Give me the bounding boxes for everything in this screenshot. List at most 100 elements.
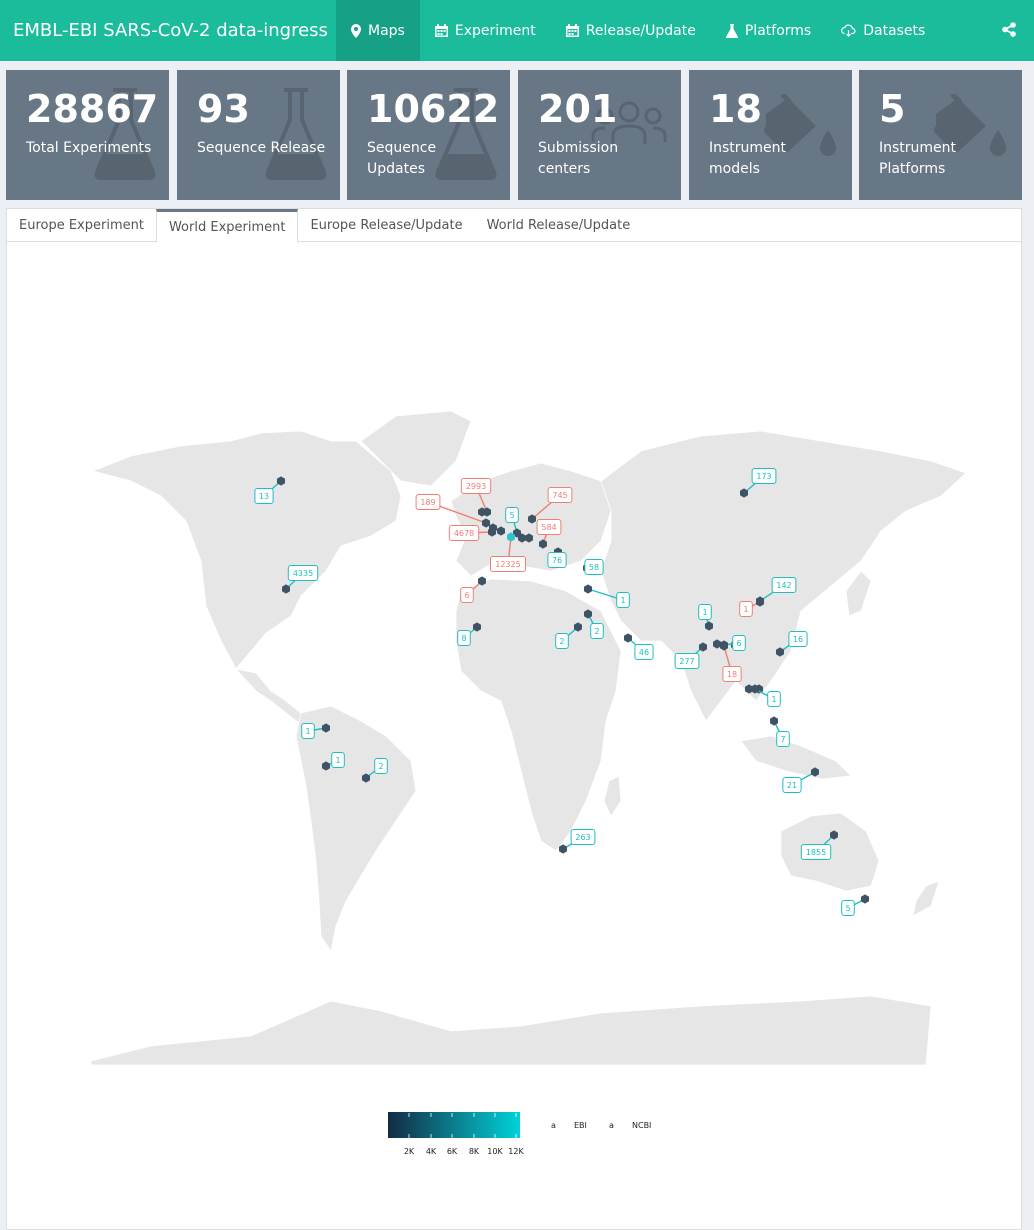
map-value-label-box (301, 723, 315, 739)
map-point-hexagon[interactable] (861, 894, 869, 904)
map-value-label: 6 (736, 639, 741, 648)
legend-ncbi-label: NCBI (632, 1121, 651, 1130)
value-box-label: Submission centers (538, 140, 619, 177)
map-value-label: 173 (756, 472, 771, 481)
tab-bar: Europe Experiment World Experiment Europ… (7, 209, 1021, 243)
map-value-label: 12325 (495, 560, 520, 569)
map-point-hexagon[interactable] (277, 476, 285, 486)
nav-datasets[interactable]: Datasets (826, 0, 940, 61)
value-box-label: Instrument Platforms (879, 140, 957, 177)
value-box-sequence-release: 93 Sequence Release (177, 70, 340, 200)
map-point-hexagon[interactable] (811, 767, 819, 777)
map-point-hexagon[interactable] (525, 533, 533, 543)
map-point-hexagon[interactable] (574, 622, 582, 632)
map-value-label-box (374, 758, 388, 774)
nav-experiment-label: Experiment (454, 22, 536, 39)
map-point-hexagon[interactable] (770, 716, 778, 726)
map-value-label-box (331, 752, 345, 768)
map-point-hexagon[interactable] (483, 507, 491, 517)
nav-release-update-label: Release/Update (585, 22, 696, 39)
legend-tick-label: 2K (404, 1147, 415, 1156)
map-point-hexagon[interactable] (705, 621, 713, 631)
map-point-hexagon[interactable] (740, 488, 748, 498)
map-point-hexagon[interactable] (776, 647, 784, 657)
map-point-hexagon[interactable] (478, 576, 486, 586)
map-point-hexagon[interactable] (282, 584, 290, 594)
land-masses (90, 410, 967, 1066)
map-point-hexagon[interactable] (497, 526, 505, 536)
map-value-label-box (460, 478, 492, 494)
flask-icon (725, 23, 738, 38)
map-value-label-box (460, 587, 474, 603)
value-box-instrument-models: 18 Instrument models (689, 70, 852, 200)
map-value-label-box (732, 635, 746, 651)
nav-maps-label: Maps (368, 22, 405, 39)
value-box-submission-centers: 201 Submission centers (518, 70, 681, 200)
value-box-sequence-updates: 10622 Sequence Updates (347, 70, 510, 200)
nav-maps[interactable]: Maps (336, 0, 420, 61)
map-point-hexagon[interactable] (756, 597, 764, 607)
tab-world-experiment[interactable]: World Experiment (155, 209, 299, 243)
map-value-label-box (287, 565, 319, 581)
map-point-hexagon[interactable] (322, 761, 330, 771)
value-boxes: 28867 Total Experiments 93 Sequence Rele… (6, 70, 1022, 200)
map-value-label-box (547, 552, 567, 568)
nav-platforms[interactable]: Platforms (711, 0, 826, 61)
flask-icon (94, 88, 156, 180)
map-value-label: 4335 (293, 569, 313, 578)
value-box-number: 201 (538, 87, 618, 131)
map-point-hexagon[interactable] (473, 622, 481, 632)
map-point-hexagon[interactable] (584, 609, 592, 619)
map-point-hexagon[interactable] (830, 830, 838, 840)
value-box-label: Total Experiments (26, 140, 152, 156)
map-point-hexagon[interactable] (720, 641, 728, 651)
map-value-label: 189 (420, 498, 435, 507)
tab-world-release-update[interactable]: World Release/Update (486, 218, 631, 233)
calendar-icon (434, 24, 448, 37)
map-value-label: 13 (259, 492, 269, 501)
map-point-hexagon[interactable] (699, 642, 707, 652)
map-point-hexagon[interactable] (362, 773, 370, 783)
map-point-hexagon[interactable] (559, 844, 567, 854)
map-value-label: 2 (559, 637, 564, 646)
share-icon[interactable] (1002, 22, 1016, 37)
nav-experiment[interactable]: Experiment (420, 0, 551, 61)
map-point-hexagon[interactable] (751, 684, 759, 694)
map-value-label-box (841, 900, 855, 916)
map-value-label: 6 (464, 591, 469, 600)
legend-ebi-key: a (551, 1121, 556, 1130)
nav-release-update[interactable]: Release/Update (551, 0, 711, 61)
fill-drip-icon (934, 94, 1006, 156)
map-point-hexagon[interactable] (488, 527, 496, 537)
calendar-icon (565, 24, 579, 37)
map-value-label-box (547, 487, 573, 503)
tab-europe-release-update[interactable]: Europe Release/Update (310, 218, 463, 233)
map-point-hexagon[interactable] (482, 518, 490, 528)
map-value-label-box (254, 488, 274, 504)
tab-europe-experiment[interactable]: Europe Experiment (19, 218, 144, 233)
map-value-label: 2 (378, 762, 383, 771)
map-legend: 2K 4K 6K 8K 10K 12K a EBI a NCBI (388, 1112, 651, 1156)
map-value-label-box (782, 777, 802, 793)
map-point-hexagon[interactable] (507, 532, 515, 542)
map-value-label: 1 (620, 596, 625, 605)
map-value-label-box (616, 592, 630, 608)
map-value-label: 1 (335, 756, 340, 765)
map-value-label: 2 (594, 627, 599, 636)
map-point-hexagon[interactable] (624, 633, 632, 643)
map-value-label: 18 (727, 670, 737, 679)
map-value-label-box (457, 630, 471, 646)
map-value-label-box (555, 633, 569, 649)
value-box-instrument-platforms: 5 Instrument Platforms (859, 70, 1022, 200)
map-value-label-box (771, 577, 797, 593)
legend-tick-label: 8K (469, 1147, 480, 1156)
map-value-label: 4678 (454, 529, 474, 538)
map-value-label: 46 (639, 648, 649, 657)
brand-title[interactable]: EMBL-EBI SARS-CoV-2 data-ingress (13, 20, 328, 41)
map-point-hexagon[interactable] (322, 723, 330, 733)
map-point-hexagon[interactable] (539, 539, 547, 549)
map-point-hexagon[interactable] (584, 584, 592, 594)
map-point-hexagon[interactable] (713, 639, 721, 649)
map-point-hexagon[interactable] (528, 514, 536, 524)
